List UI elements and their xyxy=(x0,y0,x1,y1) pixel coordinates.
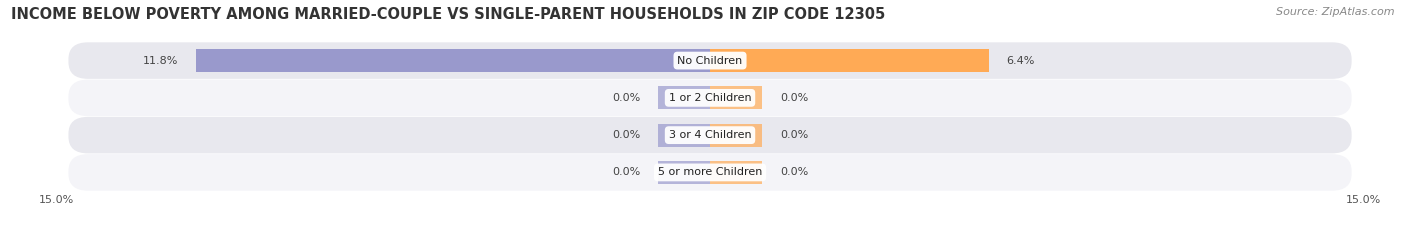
Text: No Children: No Children xyxy=(678,56,742,65)
Text: 0.0%: 0.0% xyxy=(612,168,640,177)
Bar xyxy=(658,86,710,110)
Text: 5 or more Children: 5 or more Children xyxy=(658,168,762,177)
Bar xyxy=(710,161,762,184)
Bar xyxy=(710,49,988,72)
FancyBboxPatch shape xyxy=(69,117,1351,153)
Text: 6.4%: 6.4% xyxy=(1007,56,1035,65)
Text: 0.0%: 0.0% xyxy=(612,130,640,140)
FancyBboxPatch shape xyxy=(69,154,1351,191)
Text: INCOME BELOW POVERTY AMONG MARRIED-COUPLE VS SINGLE-PARENT HOUSEHOLDS IN ZIP COD: INCOME BELOW POVERTY AMONG MARRIED-COUPL… xyxy=(11,7,886,22)
Bar xyxy=(710,123,762,147)
Text: Source: ZipAtlas.com: Source: ZipAtlas.com xyxy=(1277,7,1395,17)
Text: 0.0%: 0.0% xyxy=(780,168,808,177)
Text: 0.0%: 0.0% xyxy=(612,93,640,103)
Text: 0.0%: 0.0% xyxy=(780,93,808,103)
FancyBboxPatch shape xyxy=(69,80,1351,116)
Text: 0.0%: 0.0% xyxy=(780,130,808,140)
Bar xyxy=(195,49,710,72)
Text: 1 or 2 Children: 1 or 2 Children xyxy=(669,93,751,103)
Bar xyxy=(658,161,710,184)
Bar xyxy=(710,86,762,110)
Text: 11.8%: 11.8% xyxy=(143,56,179,65)
FancyBboxPatch shape xyxy=(69,42,1351,79)
Text: 3 or 4 Children: 3 or 4 Children xyxy=(669,130,751,140)
Bar xyxy=(658,123,710,147)
